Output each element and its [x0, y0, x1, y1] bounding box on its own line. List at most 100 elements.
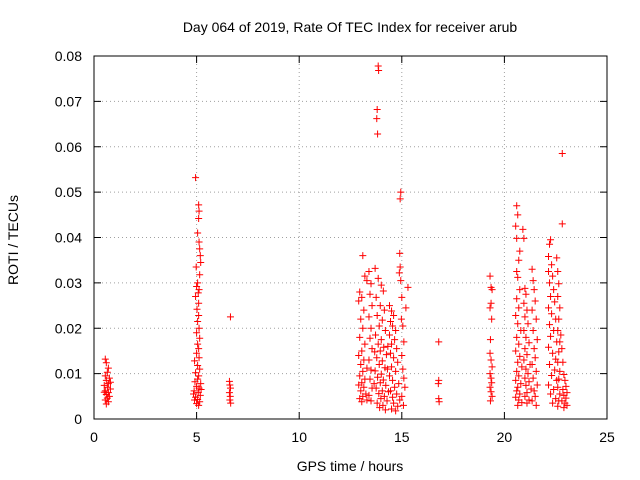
- data-point: [488, 286, 496, 294]
- data-point: [377, 281, 385, 289]
- data-point: [401, 383, 409, 391]
- data-point: [533, 381, 541, 389]
- data-point: [226, 381, 234, 389]
- data-point: [378, 316, 386, 324]
- data-point: [532, 315, 540, 323]
- data-point: [196, 245, 204, 253]
- data-point: [102, 359, 110, 367]
- data-point: [106, 385, 114, 393]
- data-point: [550, 286, 558, 294]
- data-point: [226, 396, 234, 404]
- data-point: [195, 401, 203, 409]
- data-point: [488, 392, 496, 400]
- data-point: [547, 292, 555, 300]
- data-point: [380, 306, 388, 314]
- data-point: [398, 293, 406, 301]
- data-point: [545, 268, 553, 276]
- data-point: [528, 397, 536, 405]
- data-point: [555, 315, 563, 323]
- data-point: [396, 249, 404, 257]
- data-point: [555, 348, 563, 356]
- data-point: [560, 404, 568, 412]
- y-tick-label: 0.02: [55, 320, 82, 336]
- data-point: [520, 327, 528, 335]
- data-point: [197, 386, 205, 394]
- data-point: [100, 381, 108, 389]
- data-point: [486, 336, 494, 344]
- data-point: [528, 361, 536, 369]
- data-point: [559, 386, 567, 394]
- data-point: [388, 307, 396, 315]
- data-point: [512, 376, 520, 384]
- data-point: [548, 371, 556, 379]
- data-point: [377, 370, 385, 378]
- y-axis-label: ROTI / TECUs: [5, 195, 21, 285]
- data-point: [373, 354, 381, 362]
- data-point: [531, 354, 539, 362]
- data-point: [371, 264, 379, 272]
- data-point: [383, 365, 391, 373]
- data-point: [195, 354, 203, 362]
- data-point: [373, 106, 381, 114]
- data-point: [358, 347, 366, 355]
- data-point: [194, 289, 202, 297]
- data-point: [357, 387, 365, 395]
- data-point: [227, 399, 235, 407]
- data-point: [521, 313, 529, 321]
- data-point: [193, 329, 201, 337]
- data-point: [226, 313, 234, 321]
- data-point: [549, 399, 557, 407]
- data-point: [521, 374, 529, 382]
- data-point: [516, 247, 524, 255]
- data-point: [359, 324, 367, 332]
- data-point: [514, 211, 522, 219]
- x-tick-label: 5: [193, 429, 201, 445]
- data-point: [513, 333, 521, 341]
- data-point: [519, 225, 527, 233]
- data-point: [549, 349, 557, 357]
- y-tick-label: 0.07: [55, 93, 82, 109]
- data-point: [558, 220, 566, 228]
- data-point: [388, 340, 396, 348]
- data-point: [517, 380, 525, 388]
- data-point: [388, 405, 396, 413]
- x-tick-label: 20: [497, 429, 513, 445]
- data-point: [226, 384, 234, 392]
- data-point: [372, 331, 380, 339]
- data-point: [486, 370, 494, 378]
- data-point: [487, 374, 495, 382]
- data-point: [521, 345, 529, 353]
- data-point: [404, 283, 412, 291]
- data-point: [357, 361, 365, 369]
- x-tick-label: 15: [394, 429, 410, 445]
- data-point: [192, 174, 200, 182]
- data-points: [100, 62, 571, 415]
- y-tick-label: 0.04: [55, 230, 82, 246]
- x-tick-label: 25: [599, 429, 615, 445]
- data-point: [522, 333, 530, 341]
- data-point: [365, 313, 373, 321]
- data-point: [391, 336, 399, 344]
- data-point: [532, 367, 540, 375]
- data-point: [547, 236, 555, 244]
- data-point: [561, 376, 569, 384]
- data-point: [390, 312, 398, 320]
- data-point: [191, 378, 199, 386]
- data-point: [366, 334, 374, 342]
- data-point: [530, 387, 538, 395]
- data-point: [358, 293, 366, 301]
- data-point: [521, 284, 529, 292]
- data-point: [366, 290, 374, 298]
- data-point: [522, 381, 530, 389]
- data-point: [548, 310, 556, 318]
- data-point: [515, 340, 523, 348]
- data-point: [397, 188, 405, 196]
- data-point: [367, 280, 375, 288]
- data-point: [370, 380, 378, 388]
- data-point: [365, 391, 373, 399]
- data-point: [374, 373, 382, 381]
- data-point: [195, 286, 203, 294]
- data-point: [551, 298, 559, 306]
- data-point: [367, 397, 375, 405]
- data-point: [377, 336, 385, 344]
